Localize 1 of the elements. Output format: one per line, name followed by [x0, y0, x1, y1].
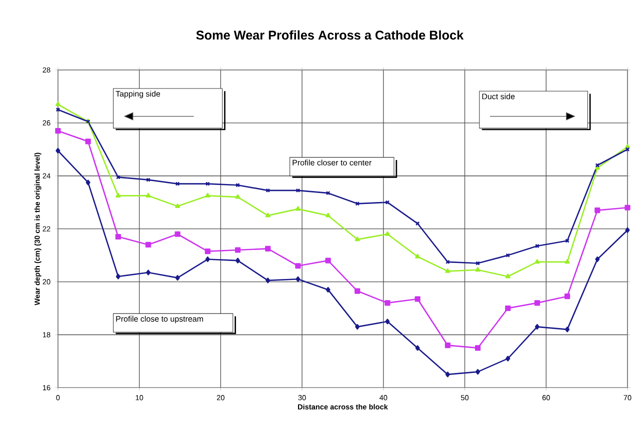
chart-title: Some Wear Profiles Across a Cathode Block	[196, 30, 464, 40]
